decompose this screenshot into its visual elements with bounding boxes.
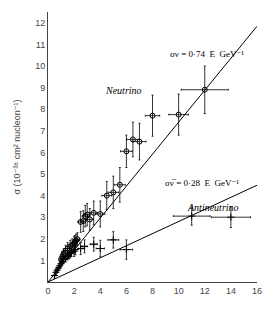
svg-text:6: 6 <box>40 148 45 158</box>
svg-text:6: 6 <box>124 286 129 296</box>
svg-text:8: 8 <box>40 104 45 114</box>
svg-text:10: 10 <box>174 286 184 296</box>
svg-text:σ (10⁻³⁸ cm² nucleon⁻¹): σ (10⁻³⁸ cm² nucleon⁻¹) <box>12 100 22 195</box>
svg-text:σν = 0·74 E GeV⁻¹: σν = 0·74 E GeV⁻¹ <box>170 49 244 59</box>
svg-text:Antineutrino: Antineutrino <box>187 202 239 213</box>
svg-text:12: 12 <box>35 18 45 28</box>
svg-text:8: 8 <box>150 286 155 296</box>
svg-text:Neutrino: Neutrino <box>105 85 142 96</box>
svg-text:5: 5 <box>40 169 45 179</box>
svg-text:σν̅ = 0·28 E GeV⁻¹: σν̅ = 0·28 E GeV⁻¹ <box>165 178 239 188</box>
svg-text:9: 9 <box>40 83 45 93</box>
svg-text:4: 4 <box>40 191 45 201</box>
svg-text:12: 12 <box>200 286 210 296</box>
svg-text:0: 0 <box>45 286 50 296</box>
svg-text:3: 3 <box>40 212 45 222</box>
svg-text:4: 4 <box>98 286 103 296</box>
svg-text:1: 1 <box>40 256 45 266</box>
svg-text:2: 2 <box>40 234 45 244</box>
svg-text:10: 10 <box>35 61 45 71</box>
svg-text:11: 11 <box>36 40 45 50</box>
svg-text:2: 2 <box>72 286 77 296</box>
svg-text:14: 14 <box>226 286 236 296</box>
svg-text:7: 7 <box>40 126 45 136</box>
svg-text:16: 16 <box>252 286 262 296</box>
